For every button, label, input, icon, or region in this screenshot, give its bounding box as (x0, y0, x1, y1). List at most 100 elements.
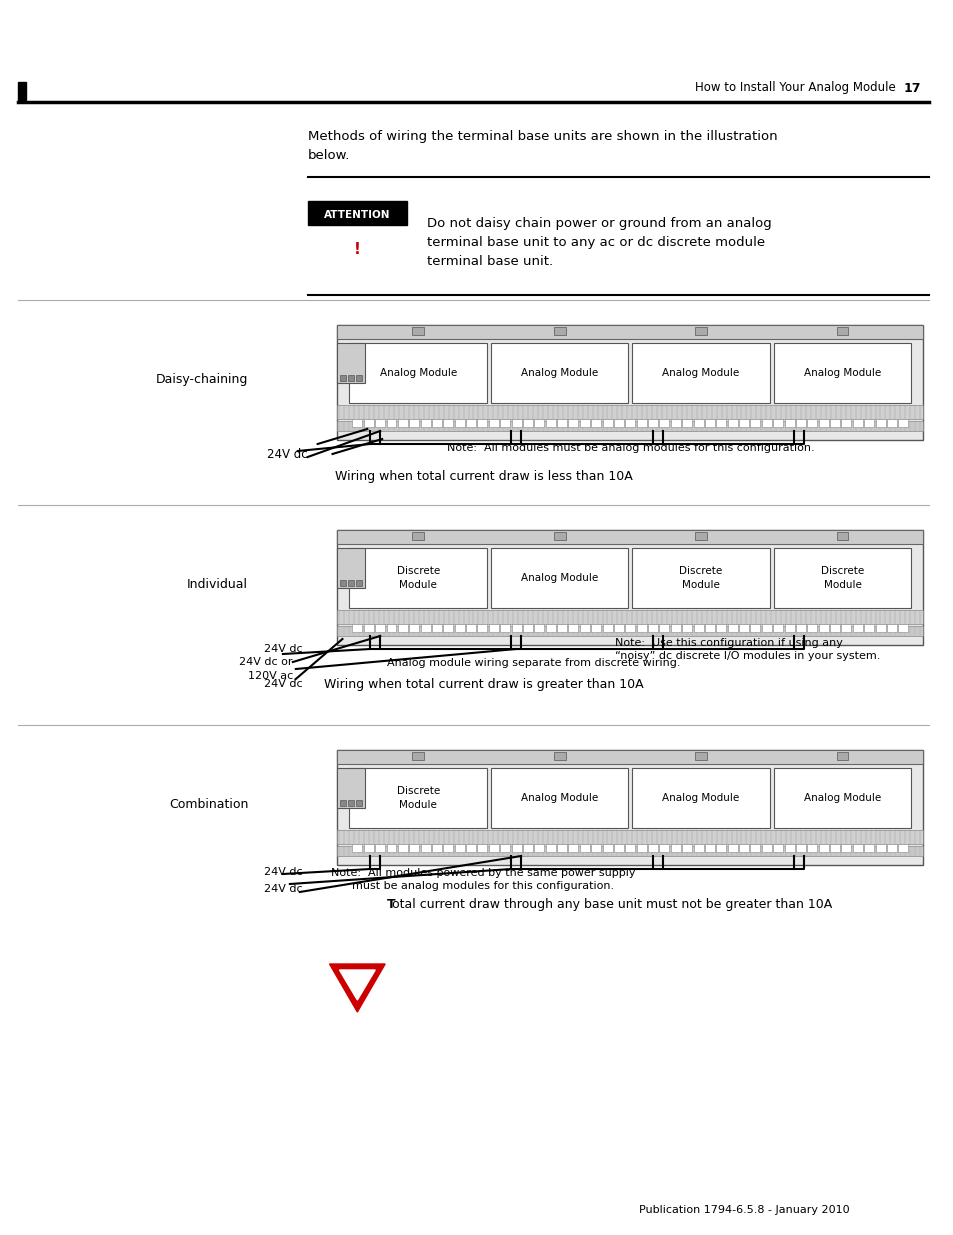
Bar (337, 530, 923, 645)
Bar (363, 419, 374, 427)
Bar (477, 844, 487, 852)
Bar (579, 844, 589, 852)
Bar (716, 419, 725, 427)
Bar (659, 419, 669, 427)
Bar (491, 548, 628, 608)
Bar (783, 844, 794, 852)
Bar (499, 419, 510, 427)
Bar (647, 844, 658, 852)
Bar (863, 419, 873, 427)
Bar (750, 419, 760, 427)
Bar (739, 419, 748, 427)
Bar (636, 624, 646, 632)
Bar (553, 327, 565, 335)
Bar (348, 800, 354, 806)
Bar (522, 844, 533, 852)
Bar (852, 624, 862, 632)
Bar (349, 548, 486, 608)
Bar (443, 624, 453, 632)
Bar (818, 844, 828, 852)
Bar (579, 624, 589, 632)
Text: 24V dc: 24V dc (264, 867, 302, 877)
Bar (632, 548, 769, 608)
Text: Methods of wiring the terminal base units are shown in the illustration
below.: Methods of wiring the terminal base unit… (308, 130, 777, 162)
Bar (340, 375, 346, 382)
Bar (636, 844, 646, 852)
Bar (647, 419, 658, 427)
Bar (852, 844, 862, 852)
Text: Analog Module: Analog Module (803, 793, 881, 803)
Bar (841, 624, 850, 632)
Bar (375, 844, 385, 852)
Bar (352, 844, 362, 852)
Bar (491, 343, 628, 403)
Polygon shape (339, 969, 375, 1000)
Bar (488, 419, 498, 427)
Bar (337, 626, 923, 636)
Text: Wiring when total current draw is less than 10A: Wiring when total current draw is less t… (335, 471, 632, 483)
Bar (829, 624, 840, 632)
Bar (340, 800, 346, 806)
Bar (632, 343, 769, 403)
Text: Analog Module: Analog Module (379, 368, 456, 378)
Bar (898, 844, 907, 852)
Bar (695, 752, 706, 760)
Bar (693, 624, 702, 632)
Bar (886, 624, 896, 632)
Bar (352, 624, 362, 632)
Text: !: ! (354, 242, 360, 258)
Bar (727, 624, 737, 632)
Bar (670, 419, 680, 427)
Bar (739, 624, 748, 632)
Bar (614, 419, 623, 427)
Bar (632, 768, 769, 827)
Bar (455, 624, 464, 632)
Bar (818, 624, 828, 632)
Text: 24V dc: 24V dc (264, 884, 302, 894)
Text: Daisy-chaining: Daisy-chaining (155, 373, 248, 387)
Bar (412, 327, 424, 335)
Bar (773, 548, 910, 608)
Bar (337, 343, 365, 383)
Bar (337, 830, 923, 844)
Text: Publication 1794-6.5.8 - January 2010: Publication 1794-6.5.8 - January 2010 (639, 1205, 849, 1215)
Bar (761, 624, 771, 632)
Bar (432, 419, 441, 427)
Text: Analog Module: Analog Module (520, 368, 598, 378)
Bar (511, 844, 521, 852)
Bar (818, 419, 828, 427)
Bar (863, 624, 873, 632)
Bar (511, 624, 521, 632)
Bar (829, 844, 840, 852)
Bar (466, 624, 476, 632)
Bar (659, 844, 669, 852)
Bar (716, 844, 725, 852)
Bar (841, 844, 850, 852)
Bar (727, 419, 737, 427)
Bar (773, 844, 782, 852)
Bar (443, 844, 453, 852)
Bar (488, 844, 498, 852)
Bar (625, 624, 635, 632)
Bar (773, 768, 910, 827)
Bar (806, 419, 817, 427)
Bar (432, 844, 441, 852)
Bar (397, 419, 407, 427)
Text: Note:  Use this configuration if using any
“noisy” dc discrete I/O modules in yo: Note: Use this configuration if using an… (615, 638, 880, 661)
Bar (511, 419, 521, 427)
Bar (386, 624, 396, 632)
Text: Note:  All modules must be analog modules for this configuration.: Note: All modules must be analog modules… (446, 443, 814, 453)
Bar (806, 844, 817, 852)
Bar (363, 624, 374, 632)
Bar (412, 752, 424, 760)
Bar (557, 844, 566, 852)
Bar (420, 419, 430, 427)
Bar (750, 844, 760, 852)
Text: Individual: Individual (187, 578, 248, 592)
Bar (602, 624, 612, 632)
Bar (409, 624, 418, 632)
Bar (409, 419, 418, 427)
Bar (455, 844, 464, 852)
Bar (695, 327, 706, 335)
Bar (773, 343, 910, 403)
